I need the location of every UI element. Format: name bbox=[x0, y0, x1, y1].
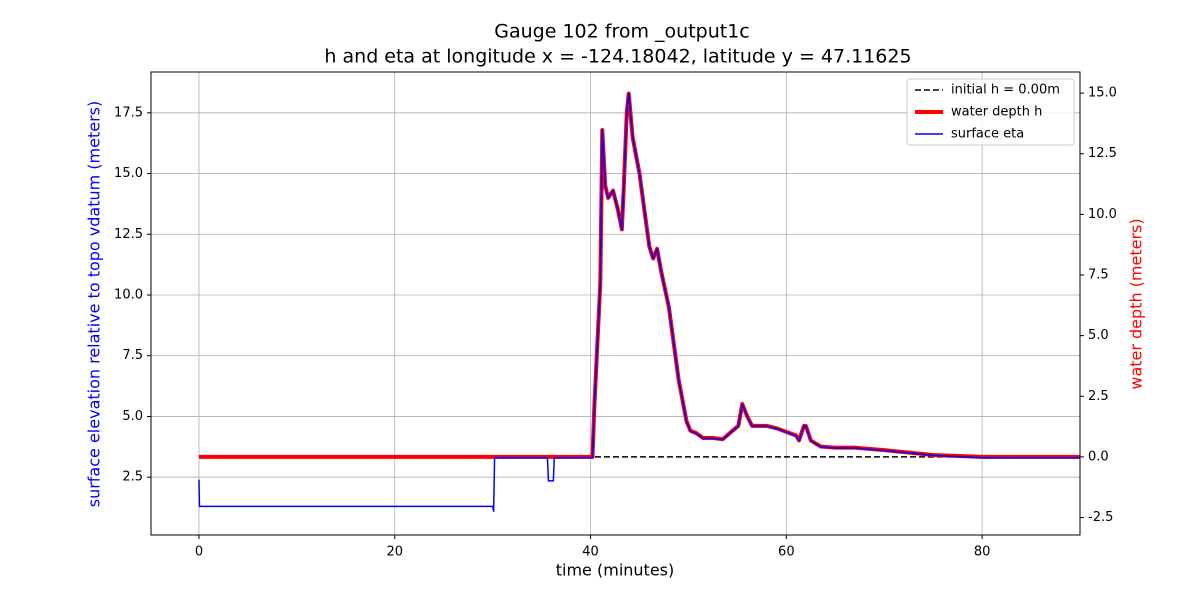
series-line bbox=[198, 92, 1080, 512]
legend-label: surface eta bbox=[951, 127, 1024, 142]
y-tick-label: 5.0 bbox=[122, 409, 143, 424]
series-line bbox=[198, 91, 1080, 459]
chart-subtitle: h and eta at longitude x = -124.18042, l… bbox=[324, 46, 911, 68]
legend-box bbox=[906, 78, 1075, 146]
x-axis-label: time (minutes) bbox=[556, 561, 674, 580]
x-tick-label: 20 bbox=[386, 545, 403, 560]
x-tick-label: 80 bbox=[974, 545, 991, 560]
y-tick-label: 17.5 bbox=[114, 105, 143, 120]
legend-label: initial h = 0.00m bbox=[951, 83, 1060, 98]
y-tick-label: 2.5 bbox=[122, 470, 143, 485]
y-tick-label: 7.5 bbox=[122, 348, 143, 363]
y2-tick-label: 5.0 bbox=[1088, 328, 1109, 343]
x-tick-label: 60 bbox=[778, 545, 795, 560]
y-axis-label: surface elevation relative to topo vdatu… bbox=[85, 101, 104, 508]
x-tick-label: 40 bbox=[582, 545, 599, 560]
y-tick-label: 10.0 bbox=[114, 287, 143, 302]
y2-tick-label: -2.5 bbox=[1088, 510, 1113, 525]
y2-tick-label: 2.5 bbox=[1088, 389, 1109, 404]
x-tick-label: 0 bbox=[195, 545, 203, 560]
y2-axis-label: water depth (meters) bbox=[1127, 218, 1146, 389]
y-tick-label: 12.5 bbox=[114, 227, 143, 242]
chart-title: Gauge 102 from _output1c bbox=[494, 21, 749, 43]
plot-frame bbox=[150, 71, 1081, 536]
legend-label: water depth h bbox=[951, 105, 1042, 120]
y2-tick-label: 10.0 bbox=[1088, 207, 1117, 222]
y2-tick-label: 7.5 bbox=[1088, 268, 1109, 283]
y2-tick-label: 12.5 bbox=[1088, 146, 1117, 161]
y2-tick-label: 15.0 bbox=[1088, 86, 1117, 101]
y-tick-label: 15.0 bbox=[114, 166, 143, 181]
y2-tick-label: 0.0 bbox=[1088, 449, 1109, 464]
